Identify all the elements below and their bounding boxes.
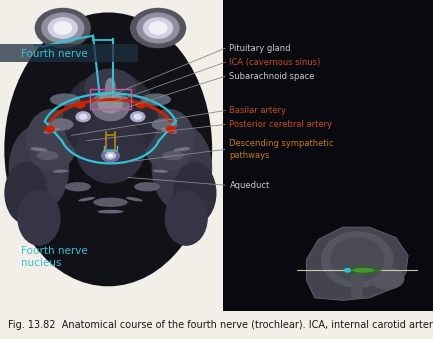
Circle shape bbox=[45, 125, 55, 133]
Circle shape bbox=[344, 268, 351, 273]
Ellipse shape bbox=[162, 151, 184, 160]
Ellipse shape bbox=[126, 197, 142, 201]
Circle shape bbox=[35, 8, 91, 48]
Circle shape bbox=[136, 13, 180, 44]
Text: Descending sympathetic: Descending sympathetic bbox=[229, 139, 334, 148]
Circle shape bbox=[75, 111, 91, 122]
Text: Posterior cerebral artery: Posterior cerebral artery bbox=[229, 120, 333, 129]
Ellipse shape bbox=[63, 72, 158, 165]
Circle shape bbox=[75, 101, 85, 108]
Text: Aqueduct: Aqueduct bbox=[229, 181, 270, 190]
Ellipse shape bbox=[97, 210, 123, 214]
Ellipse shape bbox=[134, 182, 160, 192]
Text: Fourth nerve: Fourth nerve bbox=[21, 245, 87, 256]
Ellipse shape bbox=[371, 267, 404, 290]
Bar bbox=[0, 243, 134, 272]
Bar bbox=[223, 0, 433, 311]
Ellipse shape bbox=[84, 68, 136, 106]
Circle shape bbox=[53, 21, 72, 35]
Ellipse shape bbox=[78, 197, 95, 201]
Ellipse shape bbox=[91, 90, 130, 121]
Ellipse shape bbox=[173, 147, 191, 152]
Ellipse shape bbox=[97, 92, 123, 114]
Circle shape bbox=[48, 17, 78, 39]
Ellipse shape bbox=[17, 190, 61, 246]
Ellipse shape bbox=[65, 182, 91, 192]
Circle shape bbox=[41, 13, 84, 44]
Text: Subarachnoid space: Subarachnoid space bbox=[229, 72, 315, 81]
Ellipse shape bbox=[345, 266, 381, 274]
Text: nucleus: nucleus bbox=[21, 258, 61, 268]
Bar bbox=[351, 274, 363, 298]
Ellipse shape bbox=[321, 231, 394, 288]
Ellipse shape bbox=[152, 118, 178, 131]
Circle shape bbox=[130, 8, 186, 48]
Ellipse shape bbox=[4, 13, 212, 286]
Circle shape bbox=[101, 149, 120, 162]
Ellipse shape bbox=[152, 124, 212, 212]
Circle shape bbox=[136, 101, 146, 108]
Circle shape bbox=[105, 152, 116, 160]
Text: Fourth nerve: Fourth nerve bbox=[21, 49, 87, 59]
Ellipse shape bbox=[53, 170, 68, 173]
Text: Fig. 13.82  Anatomical course of the fourth nerve (trochlear). ICA, internal car: Fig. 13.82 Anatomical course of the four… bbox=[8, 320, 433, 330]
Polygon shape bbox=[306, 227, 408, 300]
Circle shape bbox=[79, 114, 87, 120]
Ellipse shape bbox=[44, 128, 60, 134]
Text: Basilar artery: Basilar artery bbox=[229, 106, 287, 115]
Ellipse shape bbox=[30, 147, 48, 152]
Circle shape bbox=[149, 21, 168, 35]
Ellipse shape bbox=[26, 109, 78, 171]
Ellipse shape bbox=[330, 237, 385, 282]
Ellipse shape bbox=[93, 198, 128, 207]
Ellipse shape bbox=[141, 93, 171, 106]
Ellipse shape bbox=[153, 170, 168, 173]
Ellipse shape bbox=[173, 162, 216, 224]
Bar bbox=[90, 89, 131, 109]
Ellipse shape bbox=[50, 93, 80, 106]
Text: Pituitary gland: Pituitary gland bbox=[229, 44, 291, 53]
Circle shape bbox=[143, 17, 173, 39]
Ellipse shape bbox=[48, 118, 74, 131]
Ellipse shape bbox=[105, 78, 116, 97]
Circle shape bbox=[130, 111, 145, 122]
Text: pathways: pathways bbox=[229, 151, 270, 160]
Ellipse shape bbox=[143, 109, 195, 171]
Ellipse shape bbox=[352, 268, 374, 273]
Circle shape bbox=[166, 125, 176, 133]
Text: ICA (cavernous sinus): ICA (cavernous sinus) bbox=[229, 58, 321, 67]
Bar bbox=[0, 44, 138, 62]
Ellipse shape bbox=[9, 124, 69, 212]
Circle shape bbox=[108, 154, 113, 158]
Ellipse shape bbox=[165, 190, 208, 246]
Circle shape bbox=[133, 114, 142, 120]
Ellipse shape bbox=[4, 162, 48, 224]
Ellipse shape bbox=[76, 115, 145, 184]
Ellipse shape bbox=[161, 128, 177, 134]
Ellipse shape bbox=[37, 151, 58, 160]
